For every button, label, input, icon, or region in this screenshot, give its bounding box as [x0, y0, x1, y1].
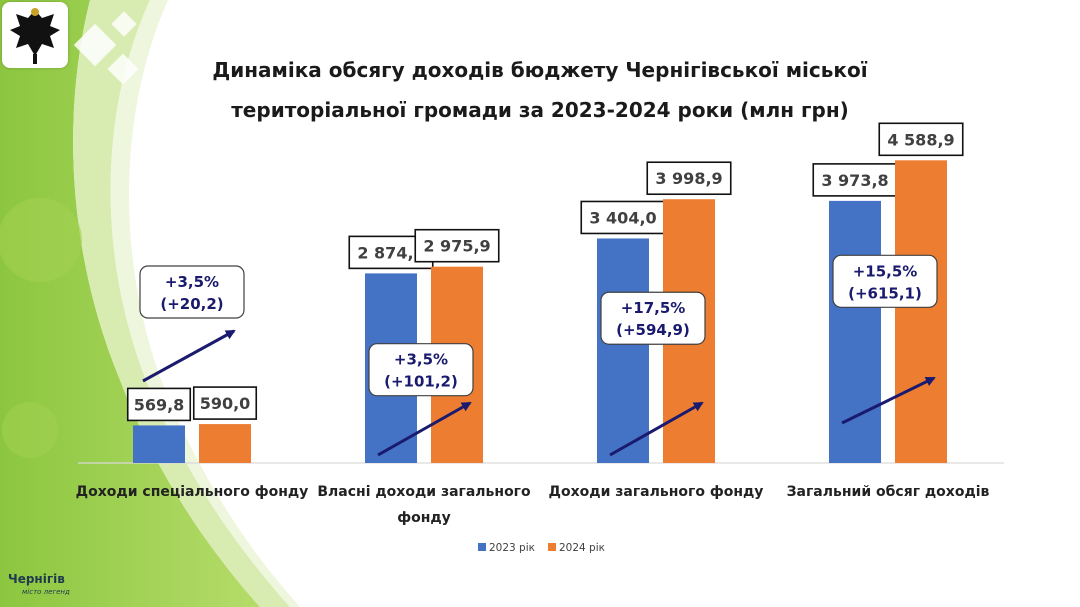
category-label-1-line-2: фонду [397, 510, 451, 526]
change-absolute-3: (+615,1) [848, 284, 922, 302]
legend-label-2024: 2024 рік [559, 542, 605, 554]
data-label-2023-2: 3 404,0 [589, 208, 656, 227]
category-label-0: Доходи спеціального фонду [76, 484, 309, 500]
category-label-3: Загальний обсяг доходів [787, 484, 990, 500]
data-label-box-2024-0 [192, 386, 258, 420]
data-label-2023-0: 569,8 [134, 395, 185, 414]
data-label-box-2024-2 [646, 161, 732, 196]
bar-2023-3 [829, 200, 881, 464]
city-logo-name: Чернігів [8, 572, 65, 586]
city-coat-of-arms-emblem [2, 2, 68, 68]
change-percent-2: +17,5% [621, 299, 686, 317]
bar-2023-2 [597, 238, 649, 463]
legend-label-2023: 2023 рік [489, 542, 535, 554]
legend-swatch-2024 [548, 543, 556, 551]
change-absolute-2: (+594,9) [616, 321, 690, 339]
data-label-2024-3: 4 588,9 [887, 130, 954, 149]
change-percent-1: +3,5% [394, 351, 448, 369]
city-logo-tagline: місто легенд [22, 588, 70, 596]
change-annotation-box-0 [139, 265, 245, 319]
bar-2024-0 [199, 424, 251, 463]
category-label-1: Власні доходи загального [317, 484, 531, 500]
growth-arrow-3 [841, 376, 936, 425]
data-label-box-2023-3 [812, 163, 898, 197]
data-label-box-2024-3 [878, 122, 964, 157]
change-annotation-box-1 [368, 343, 474, 397]
change-annotation-box-2 [600, 291, 706, 345]
growth-arrow-0 [142, 329, 236, 383]
data-label-2024-2: 3 998,9 [655, 169, 722, 188]
category-label-2: Доходи загального фонду [549, 484, 764, 500]
change-percent-3: +15,5% [853, 262, 918, 280]
data-label-2023-1: 2 874,7 [357, 243, 424, 262]
data-label-2024-1: 2 975,9 [423, 237, 490, 256]
data-label-2024-0: 590,0 [200, 394, 251, 413]
data-label-2023-3: 3 973,8 [821, 171, 888, 190]
growth-arrow-1 [377, 401, 472, 457]
data-label-box-2023-2 [580, 200, 666, 235]
bar-2024-3 [895, 160, 947, 464]
change-absolute-0: (+20,2) [160, 295, 223, 313]
bar-2023-0 [133, 425, 185, 463]
legend-swatch-2023 [478, 543, 486, 551]
change-percent-0: +3,5% [165, 273, 219, 291]
data-label-box-2023-0 [126, 387, 192, 422]
growth-arrow-2 [609, 401, 704, 457]
chart-title-line-1: Динаміка обсягу доходів бюджету Чернігів… [212, 58, 868, 82]
chart-title-line-2: територіальної громади за 2023-2024 роки… [231, 98, 849, 122]
data-label-box-2024-1 [414, 228, 500, 263]
change-absolute-1: (+101,2) [384, 373, 458, 391]
change-annotation-box-3 [832, 254, 938, 308]
